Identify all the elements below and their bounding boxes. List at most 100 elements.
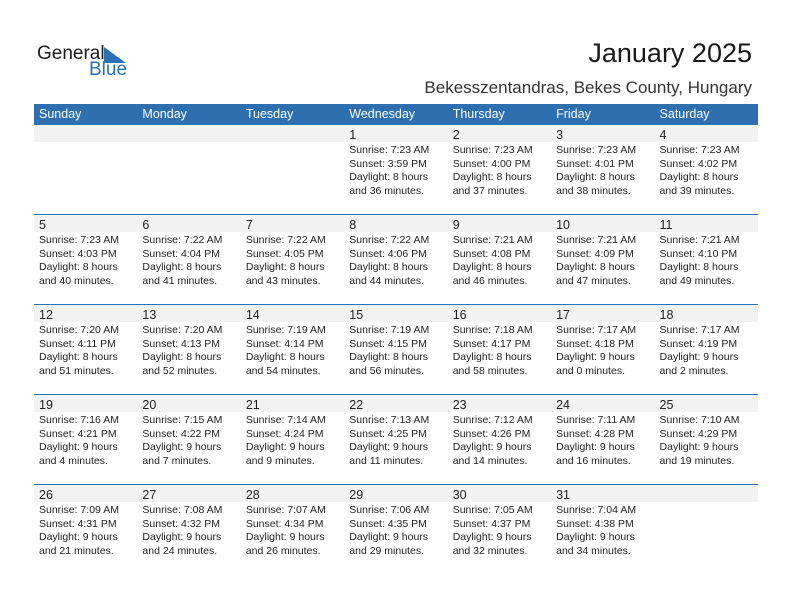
daylight-minutes: and 19 minutes.: [659, 454, 735, 467]
day-number: 25: [659, 398, 674, 412]
daylight-minutes: and 2 minutes.: [659, 364, 729, 377]
day-cell: 12 Sunrise: 7:20 AM Sunset: 4:11 PM Dayligh…: [34, 305, 137, 394]
day-cell: 30 Sunrise: 7:05 AM Sunset: 4:37 PM Dayligh…: [448, 485, 551, 575]
sunset: Sunset: 3:59 PM: [349, 157, 427, 170]
location-subtitle: Bekesszentandras, Bekes County, Hungary: [424, 78, 752, 97]
sunset: Sunset: 4:06 PM: [349, 247, 427, 260]
daylight: Daylight: 9 hours: [142, 531, 222, 543]
sunrise: Sunrise: 7:14 AM: [245, 414, 326, 426]
day-cell: 13 Sunrise: 7:20 AM Sunset: 4:13 PM Dayligh…: [137, 305, 240, 394]
daylight-minutes: and 54 minutes.: [245, 364, 321, 377]
day-cell: 29 Sunrise: 7:06 AM Sunset: 4:35 PM Dayligh…: [344, 485, 447, 575]
day-number: 17: [556, 308, 571, 322]
daylight-minutes: and 0 minutes.: [556, 364, 625, 377]
day-cell: 15 Sunrise: 7:19 AM Sunset: 4:15 PM Dayligh…: [344, 305, 447, 394]
day-number: 28: [245, 488, 260, 502]
day-cell: 2 Sunrise: 7:23 AM Sunset: 4:00 PM Daylight…: [448, 125, 551, 214]
day-cell: 24 Sunrise: 7:11 AM Sunset: 4:28 PM Dayligh…: [551, 395, 654, 484]
weekday-sunday: Sunday: [39, 107, 82, 121]
day-cell: 10 Sunrise: 7:21 AM Sunset: 4:09 PM Dayligh…: [551, 215, 654, 304]
daylight: Daylight: 8 hours: [245, 351, 325, 363]
weekday-friday: Friday: [556, 107, 591, 121]
sunrise: Sunrise: 7:23 AM: [556, 144, 637, 156]
daylight: Daylight: 9 hours: [245, 531, 325, 543]
daylight: Daylight: 9 hours: [556, 441, 635, 453]
daylight-minutes: and 11 minutes.: [349, 454, 424, 467]
week-row: 26 Sunrise: 7:09 AM Sunset: 4:31 PM Dayligh…: [34, 485, 758, 575]
daylight: Daylight: 9 hours: [245, 441, 325, 453]
sunset: Sunset: 4:19 PM: [659, 337, 738, 350]
day-cell: 3 Sunrise: 7:23 AM Sunset: 4:01 PM Daylight…: [551, 125, 654, 214]
day-number: 13: [142, 308, 157, 322]
sunset: Sunset: 4:17 PM: [452, 337, 531, 350]
day-number: 2: [452, 128, 460, 142]
daylight: Daylight: 9 hours: [39, 441, 118, 453]
day-number: 29: [349, 488, 364, 502]
day-cell: 18 Sunrise: 7:17 AM Sunset: 4:19 PM Dayligh…: [655, 305, 758, 394]
daylight-minutes: and 16 minutes.: [556, 454, 631, 467]
sunrise: Sunrise: 7:17 AM: [556, 324, 637, 336]
sunrise: Sunrise: 7:06 AM: [349, 504, 430, 516]
daylight-minutes: and 44 minutes.: [349, 274, 424, 287]
sunrise: Sunrise: 7:12 AM: [452, 414, 533, 426]
day-cell: 1 Sunrise: 7:23 AM Sunset: 3:59 PM Daylight…: [344, 125, 447, 214]
weekday-monday: Monday: [142, 107, 187, 121]
day-cell: 5 Sunrise: 7:23 AM Sunset: 4:03 PM Daylight…: [34, 215, 137, 304]
daylight: Daylight: 8 hours: [556, 261, 635, 273]
sunrise: Sunrise: 7:23 AM: [349, 144, 430, 156]
sunset: Sunset: 4:11 PM: [39, 337, 116, 350]
sunset: Sunset: 4:18 PM: [556, 337, 634, 350]
daylight: Daylight: 8 hours: [142, 351, 222, 363]
day-cell: 21 Sunrise: 7:14 AM Sunset: 4:24 PM Dayligh…: [241, 395, 344, 484]
sunrise: Sunrise: 7:23 AM: [39, 234, 119, 246]
sunrise: Sunrise: 7:23 AM: [452, 144, 533, 156]
sunrise: Sunrise: 7:22 AM: [245, 234, 326, 246]
day-number: 14: [245, 308, 260, 322]
day-number: 26: [39, 488, 53, 502]
daylight: Daylight: 8 hours: [142, 261, 222, 273]
daylight: Daylight: 8 hours: [556, 171, 635, 183]
sunset: Sunset: 4:14 PM: [245, 337, 324, 350]
weekday-wednesday: Wednesday: [349, 107, 416, 121]
sunset: Sunset: 4:37 PM: [452, 517, 531, 530]
day-number: 23: [452, 398, 467, 412]
empty-cell: [137, 125, 240, 214]
daylight: Daylight: 8 hours: [39, 261, 118, 273]
day-cell: 14 Sunrise: 7:19 AM Sunset: 4:14 PM Dayligh…: [241, 305, 344, 394]
sunrise: Sunrise: 7:08 AM: [142, 504, 223, 516]
sunset: Sunset: 4:31 PM: [39, 517, 117, 530]
daylight-minutes: and 34 minutes.: [556, 544, 631, 557]
sunrise: Sunrise: 7:20 AM: [142, 324, 223, 336]
sunset: Sunset: 4:25 PM: [349, 427, 427, 440]
day-number: 11: [659, 218, 673, 232]
sunset: Sunset: 4:26 PM: [452, 427, 531, 440]
daylight: Daylight: 9 hours: [349, 441, 429, 453]
sunset: Sunset: 4:08 PM: [452, 247, 531, 260]
day-cell: 25 Sunrise: 7:10 AM Sunset: 4:29 PM Dayligh…: [655, 395, 758, 484]
day-number: 9: [452, 218, 460, 232]
day-cell: 7 Sunrise: 7:22 AM Sunset: 4:05 PM Daylight…: [241, 215, 344, 304]
sunrise: Sunrise: 7:21 AM: [452, 234, 533, 246]
daylight: Daylight: 8 hours: [659, 261, 739, 273]
sunrise: Sunrise: 7:09 AM: [39, 504, 119, 516]
day-cell: 4 Sunrise: 7:23 AM Sunset: 4:02 PM Daylight…: [655, 125, 758, 214]
sunset: Sunset: 4:29 PM: [659, 427, 738, 440]
day-number: 12: [39, 308, 53, 322]
sunset: Sunset: 4:38 PM: [556, 517, 634, 530]
daylight-minutes: and 4 minutes.: [39, 454, 108, 467]
day-number: 21: [245, 398, 260, 412]
empty-cell: [655, 485, 758, 575]
sunset: Sunset: 4:04 PM: [142, 247, 221, 260]
sunset: Sunset: 4:24 PM: [245, 427, 324, 440]
day-number: 4: [659, 128, 667, 142]
sunset: Sunset: 4:10 PM: [659, 247, 738, 260]
daylight-minutes: and 14 minutes.: [452, 454, 528, 467]
day-number: 27: [142, 488, 157, 502]
daylight: Daylight: 8 hours: [245, 261, 325, 273]
page-title: January 2025: [588, 38, 752, 68]
day-number: 7: [245, 218, 253, 232]
daylight-minutes: and 41 minutes.: [142, 274, 218, 287]
sunrise: Sunrise: 7:17 AM: [659, 324, 740, 336]
sunset: Sunset: 4:28 PM: [556, 427, 634, 440]
sunrise: Sunrise: 7:21 AM: [659, 234, 740, 246]
